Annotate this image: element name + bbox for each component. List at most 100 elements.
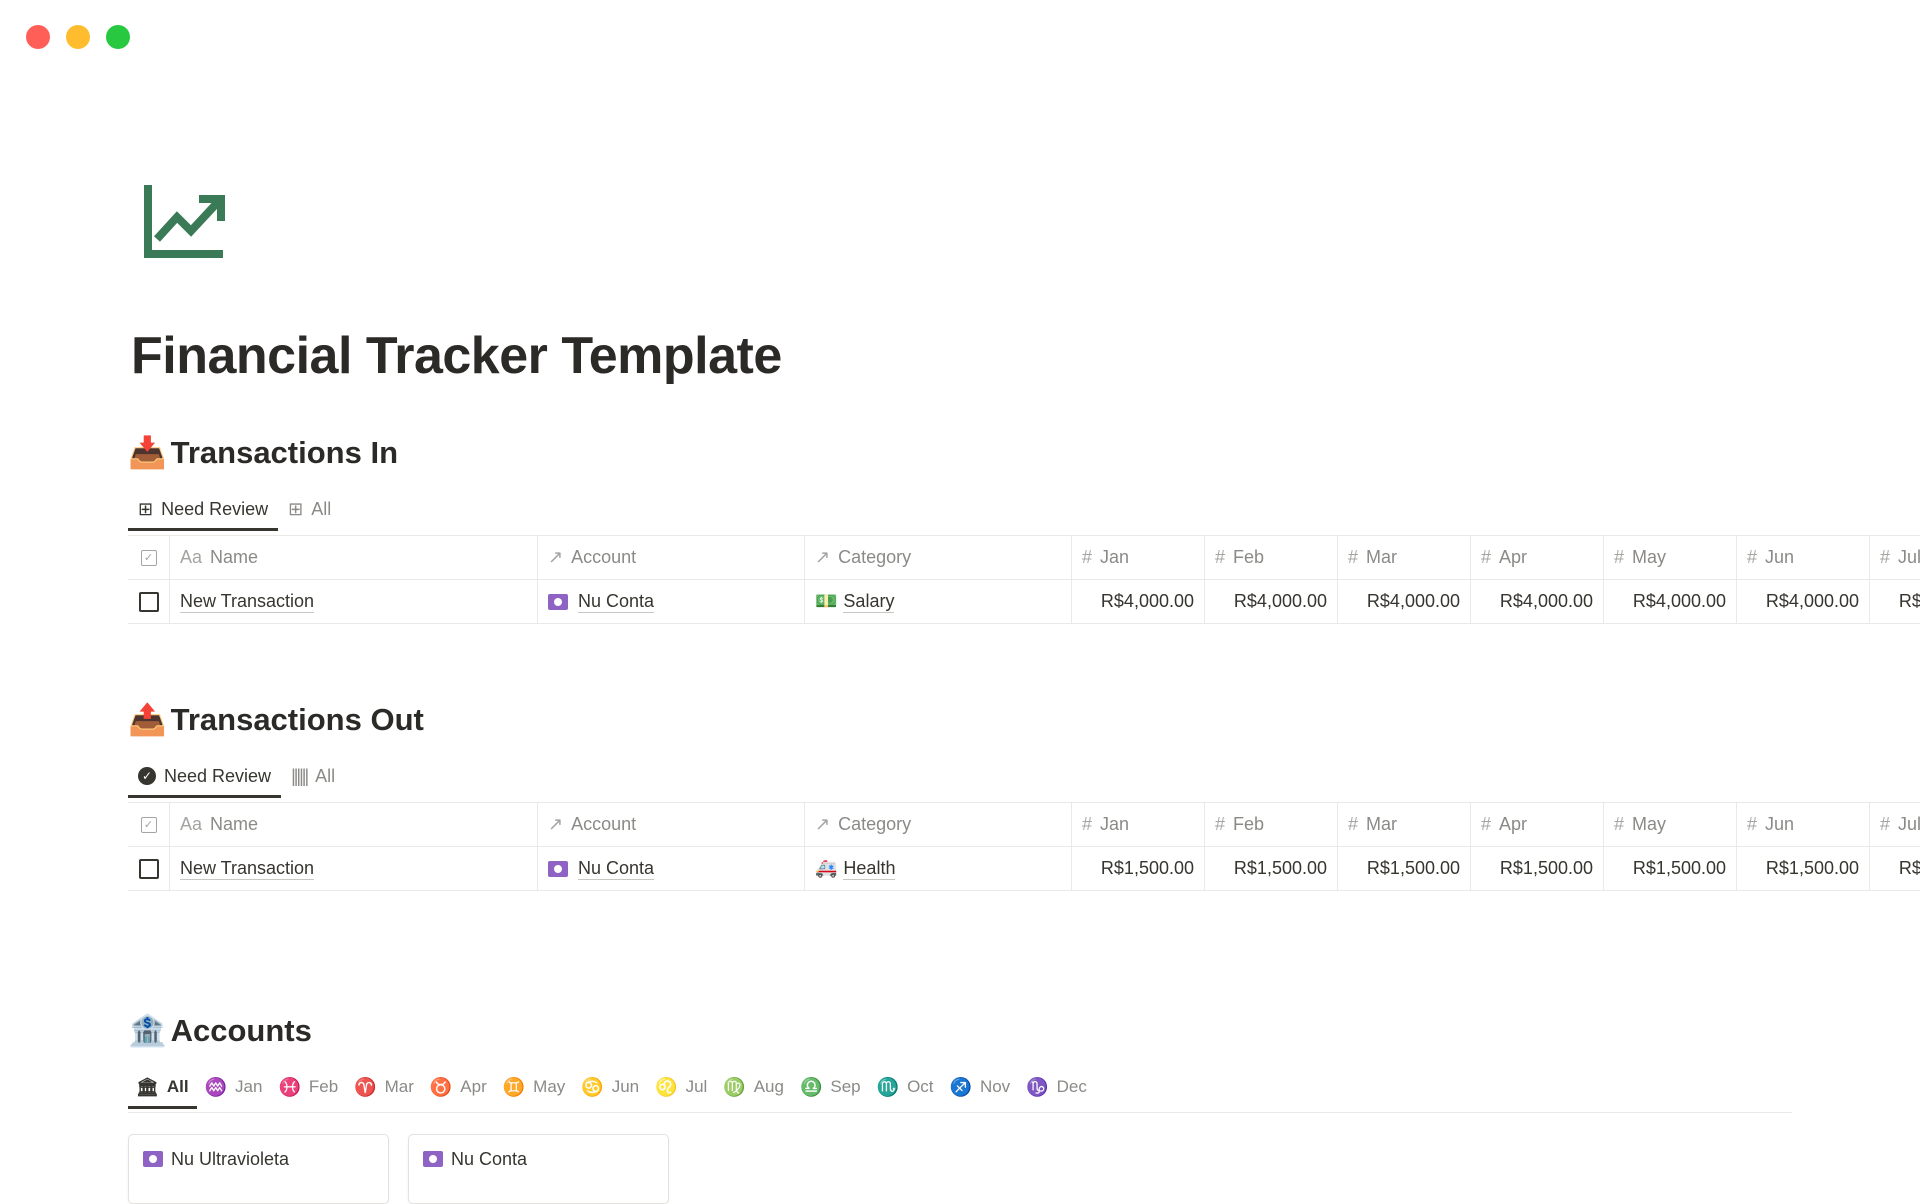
category-link[interactable]: Health bbox=[843, 857, 896, 880]
column-category[interactable]: ↗ Category bbox=[805, 803, 1072, 846]
column-account[interactable]: ↗ Account bbox=[538, 536, 805, 579]
tab-label: Aug bbox=[753, 1077, 784, 1096]
column-jul[interactable]: # Jul bbox=[1870, 536, 1920, 579]
column-category[interactable]: ↗ Category bbox=[805, 536, 1072, 579]
tab-label: Nov bbox=[979, 1077, 1011, 1096]
tab-aug[interactable]: ♍ Aug bbox=[715, 1065, 792, 1109]
column-name[interactable]: Aa Name bbox=[170, 803, 538, 846]
account-cell[interactable]: Nu Conta bbox=[538, 580, 805, 623]
column-jan[interactable]: # Jan bbox=[1072, 803, 1205, 846]
tab-nov[interactable]: ♐ Nov bbox=[942, 1065, 1019, 1109]
column-label: Account bbox=[571, 547, 637, 567]
column-account[interactable]: ↗ Account bbox=[538, 803, 805, 846]
zodiac-icon: ♉ bbox=[429, 1076, 453, 1097]
column-label: Category bbox=[838, 547, 912, 567]
tab-need-review[interactable]: ⊞ Need Review bbox=[128, 487, 279, 531]
window-maximize-button[interactable] bbox=[106, 25, 130, 49]
column-feb[interactable]: # Feb bbox=[1205, 536, 1338, 579]
relation-arrow-icon: ↗ bbox=[548, 814, 564, 834]
account-card[interactable]: Nu Conta bbox=[408, 1134, 669, 1204]
number-icon: # bbox=[1747, 814, 1758, 834]
column-label: Mar bbox=[1366, 814, 1398, 834]
window-close-button[interactable] bbox=[26, 25, 50, 49]
tab-label: Jun bbox=[611, 1077, 640, 1096]
table-header: ✓ Aa Name ↗ Account ↗ Category # Jan # Feb # M… bbox=[128, 803, 1920, 847]
tabs-divider bbox=[128, 1112, 1792, 1113]
account-card[interactable]: Nu Ultravioleta bbox=[128, 1134, 389, 1204]
column-jun[interactable]: # Jun bbox=[1737, 803, 1870, 846]
window-minimize-button[interactable] bbox=[66, 25, 90, 49]
tab-label: Jan bbox=[235, 1077, 263, 1096]
column-apr[interactable]: # Apr bbox=[1471, 803, 1604, 846]
column-apr[interactable]: # Apr bbox=[1471, 536, 1604, 579]
row-checkbox[interactable] bbox=[128, 580, 170, 623]
column-may[interactable]: # May bbox=[1604, 803, 1737, 846]
tab-mar[interactable]: ♈ Mar bbox=[346, 1065, 422, 1109]
column-mar[interactable]: # Mar bbox=[1338, 536, 1471, 579]
tab-jun[interactable]: ♋ Jun bbox=[573, 1065, 647, 1109]
column-label: Apr bbox=[1499, 547, 1528, 567]
name-cell[interactable]: New Transaction bbox=[170, 580, 538, 623]
jan-cell[interactable]: R$1,500.00 bbox=[1072, 847, 1205, 890]
number-icon: # bbox=[1215, 547, 1226, 567]
row-name[interactable]: New Transaction bbox=[180, 857, 315, 880]
column-jun[interactable]: # Jun bbox=[1737, 536, 1870, 579]
column-mar[interactable]: # Mar bbox=[1338, 803, 1471, 846]
card-title: Nu Ultravioleta bbox=[171, 1149, 290, 1169]
name-cell[interactable]: New Transaction bbox=[170, 847, 538, 890]
apr-cell[interactable]: R$4,000.00 bbox=[1471, 580, 1604, 623]
tab-may[interactable]: ♊ May bbox=[495, 1065, 574, 1109]
tab-all[interactable]: 🏛 All bbox=[128, 1065, 197, 1109]
jul-cell[interactable]: R$1,500.00 bbox=[1870, 847, 1920, 890]
tab-dec[interactable]: ♑ Dec bbox=[1018, 1065, 1095, 1109]
tab-label: Dec bbox=[1056, 1077, 1087, 1096]
feb-cell[interactable]: R$1,500.00 bbox=[1205, 847, 1338, 890]
jun-cell[interactable]: R$1,500.00 bbox=[1737, 847, 1870, 890]
tab-all[interactable]: |||||| All bbox=[281, 754, 345, 798]
mar-cell[interactable]: R$4,000.00 bbox=[1338, 580, 1471, 623]
column-jan[interactable]: # Jan bbox=[1072, 536, 1205, 579]
relation-arrow-icon: ↗ bbox=[815, 547, 831, 567]
category-cell[interactable]: 🚑 Health bbox=[805, 847, 1072, 890]
tab-jan[interactable]: ♒ Jan bbox=[197, 1065, 271, 1109]
bank-icon: 🏦 bbox=[128, 1013, 167, 1048]
jan-cell[interactable]: R$4,000.00 bbox=[1072, 580, 1205, 623]
tab-all[interactable]: ⊞ All bbox=[278, 487, 341, 531]
tab-sep[interactable]: ♎ Sep bbox=[792, 1065, 869, 1109]
column-label: Mar bbox=[1366, 547, 1398, 567]
column-label: Feb bbox=[1233, 814, 1265, 834]
may-cell[interactable]: R$4,000.00 bbox=[1604, 580, 1737, 623]
apr-cell[interactable]: R$1,500.00 bbox=[1471, 847, 1604, 890]
tab-apr[interactable]: ♉ Apr bbox=[422, 1065, 495, 1109]
column-jul[interactable]: # Jul bbox=[1870, 803, 1920, 846]
row-checkbox[interactable] bbox=[128, 847, 170, 890]
tab-feb[interactable]: ♓ Feb bbox=[270, 1065, 346, 1109]
category-cell[interactable]: 💵 Salary bbox=[805, 580, 1072, 623]
may-cell[interactable]: R$1,500.00 bbox=[1604, 847, 1737, 890]
select-all-checkbox[interactable]: ✓ bbox=[128, 536, 170, 579]
tab-oct[interactable]: ♏ Oct bbox=[869, 1065, 942, 1109]
account-link[interactable]: Nu Conta bbox=[578, 857, 655, 880]
select-all-checkbox[interactable]: ✓ bbox=[128, 803, 170, 846]
column-label: Apr bbox=[1499, 814, 1528, 834]
feb-cell[interactable]: R$4,000.00 bbox=[1205, 580, 1338, 623]
account-cell[interactable]: Nu Conta bbox=[538, 847, 805, 890]
relation-arrow-icon: ↗ bbox=[815, 814, 831, 834]
column-may[interactable]: # May bbox=[1604, 536, 1737, 579]
zodiac-icon: ♒ bbox=[204, 1076, 228, 1097]
jun-cell[interactable]: R$4,000.00 bbox=[1737, 580, 1870, 623]
jul-cell[interactable]: R$4,000.00 bbox=[1870, 580, 1920, 623]
zodiac-icon: ♎ bbox=[799, 1076, 823, 1097]
account-icon bbox=[548, 593, 568, 610]
account-icon bbox=[423, 1151, 443, 1167]
column-feb[interactable]: # Feb bbox=[1205, 803, 1338, 846]
table-icon: ⊞ bbox=[138, 498, 154, 519]
column-name[interactable]: Aa Name bbox=[170, 536, 538, 579]
tab-need-review[interactable]: ✓ Need Review bbox=[128, 754, 282, 798]
category-link[interactable]: Salary bbox=[843, 590, 895, 613]
row-name[interactable]: New Transaction bbox=[180, 590, 315, 613]
account-link[interactable]: Nu Conta bbox=[578, 590, 655, 613]
mar-cell[interactable]: R$1,500.00 bbox=[1338, 847, 1471, 890]
tab-jul[interactable]: ♌ Jul bbox=[647, 1065, 715, 1109]
text-icon: Aa bbox=[180, 547, 203, 567]
